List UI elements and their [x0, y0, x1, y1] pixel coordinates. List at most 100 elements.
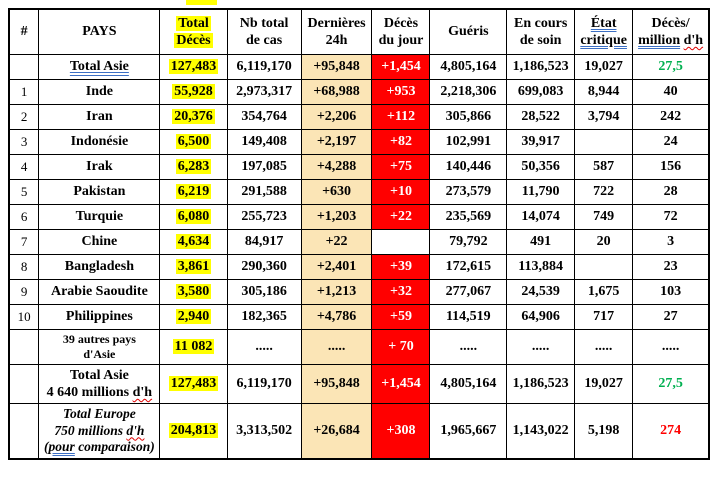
row-chine: 7 Chine 4,634 84,917 +22 79,792 491 20 3: [8, 229, 710, 255]
cell-h24: +630: [300, 179, 373, 205]
cell-h24: +26,684: [300, 403, 373, 459]
cell-cas: 354,764: [226, 104, 302, 130]
text-segment: Pakistan: [73, 184, 126, 200]
row-39-autres-pays: 39 autres pays d'Asie 11 082.......... + 70…: [8, 329, 710, 365]
cell-crit: 749: [574, 204, 634, 230]
cell-total: 20,376: [159, 104, 228, 130]
cell-pays: Indonésie: [38, 129, 161, 155]
cell-total: 3,580: [159, 279, 228, 305]
cell-gueris: 4,805,164: [429, 54, 508, 80]
cell-cas: 6,119,170: [226, 54, 302, 80]
cell-pays: Irak: [38, 154, 161, 180]
text-segment: d'h: [683, 33, 704, 48]
text-segment: Total Asie: [69, 59, 129, 75]
cell-jour: [371, 229, 431, 255]
text-segment: critique: [580, 33, 627, 48]
total-deaths-highlight: 6,500: [175, 134, 212, 150]
cell-pays: Total Europe 750 millions d'h (pour compar…: [38, 403, 161, 459]
cell-cas: 291,588: [226, 179, 302, 205]
cell-jour: +59: [371, 304, 431, 330]
cell-jour: +112: [371, 104, 431, 130]
cell-cas: 2,973,317: [226, 79, 302, 105]
cell-line: État: [577, 15, 630, 33]
cell-soin: 491: [506, 229, 576, 255]
cell-crit: .....: [574, 329, 634, 365]
cell-pm: 27: [632, 304, 710, 330]
text-segment: PAYS: [82, 24, 117, 40]
cell-jour: +308: [371, 403, 431, 459]
cell-crit: 3,794: [574, 104, 634, 130]
cell-num: [8, 403, 40, 459]
cell-num: 10: [8, 304, 40, 330]
text-segment: En cours: [513, 15, 568, 31]
cell-soin: 39,917: [506, 129, 576, 155]
cell-jour: +10: [371, 179, 431, 205]
row-total-asie: Total Asie 4 640 millions d'h 127,483 6,119…: [8, 364, 710, 404]
cell-line: Indonésie: [41, 133, 157, 151]
cell-line: (pour comparaison): [41, 439, 157, 455]
cell-soin: 699,083: [506, 79, 576, 105]
cell-pm: 72: [632, 204, 710, 230]
cell-pays: Total Asie 4 640 millions d'h: [38, 364, 161, 404]
cell-pays: Total Asie: [38, 54, 161, 80]
cell-h24: +22: [300, 229, 373, 255]
cell-line: Pakistan: [41, 183, 157, 201]
text-segment: pour: [48, 438, 75, 454]
text-segment: Chine: [81, 234, 118, 250]
cell-soin: 64,906: [506, 304, 576, 330]
text-segment: Décès: [174, 33, 213, 48]
cell-gueris: 140,446: [429, 154, 508, 180]
cell-h24: +95,848: [300, 54, 373, 80]
cell-num: 9: [8, 279, 40, 305]
cell-gueris: 79,792: [429, 229, 508, 255]
text-segment: Irak: [86, 159, 113, 175]
cell-num: 4: [8, 154, 40, 180]
total-deaths-highlight: 2,940: [175, 309, 212, 325]
cell-cas: 84,917: [226, 229, 302, 255]
cell-pm: 24: [632, 129, 710, 155]
cell-pays: Pakistan: [38, 179, 161, 205]
cell-line: Total Asie: [41, 367, 157, 385]
column-header-pm: Décès/million d'h: [632, 8, 710, 55]
total-deaths-highlight: 6,219: [175, 184, 212, 200]
cell-pays: Turquie: [38, 204, 161, 230]
text-segment: Décès: [383, 15, 419, 31]
cell-line: de soin: [509, 32, 572, 50]
cell-soin: 1,186,523: [506, 364, 576, 404]
cell-h24: +4,288: [300, 154, 373, 180]
cell-cas: 3,313,502: [226, 403, 302, 459]
cell-pm: 27,5: [632, 364, 710, 404]
row-bangladesh: 8 Bangladesh 3,861 290,360 +2,401 +39 172,615 1…: [8, 254, 710, 280]
cell-total: 127,483: [159, 364, 228, 404]
table-body: Total Asie 127,483 6,119,170 +95,848 +1,454 4…: [8, 54, 710, 459]
text-segment: 4 640 millions: [46, 385, 133, 400]
cell-soin: 50,356: [506, 154, 576, 180]
cell-pm: .....: [632, 329, 710, 365]
cell-line: Total: [162, 15, 224, 33]
cell-gueris: 114,519: [429, 304, 508, 330]
text-segment: Nb total: [239, 15, 289, 31]
cell-num: 3: [8, 129, 40, 155]
text-segment: 24h: [325, 33, 348, 48]
text-segment: Arabie Saoudite: [50, 284, 148, 300]
row-iran: 2 Iran 20,376 354,764 +2,206 +112 305,866 28,52…: [8, 104, 710, 130]
cell-pays: Iran: [38, 104, 161, 130]
cell-num: 7: [8, 229, 40, 255]
cell-num: 6: [8, 204, 40, 230]
cell-line: Inde: [41, 83, 157, 101]
cell-cas: 182,365: [226, 304, 302, 330]
cell-cas: 6,119,170: [226, 364, 302, 404]
table-header: # PAYS Total Décès Nb total de cas Dernières 24…: [8, 8, 710, 55]
cell-total: 204,813: [159, 403, 228, 459]
cell-cas: 255,723: [226, 204, 302, 230]
text-segment: d'h: [132, 385, 153, 400]
total-deaths-highlight: 20,376: [172, 109, 215, 125]
cell-total: 127,483: [159, 54, 228, 80]
cell-pays: Bangladesh: [38, 254, 161, 280]
text-segment: de cas: [246, 33, 283, 48]
column-header-jour: Décès du jour: [371, 8, 431, 55]
cell-total: 55,928: [159, 79, 228, 105]
cell-h24: +2,401: [300, 254, 373, 280]
total-deaths-highlight: 6,283: [175, 159, 212, 175]
text-segment: Inde: [85, 84, 113, 100]
